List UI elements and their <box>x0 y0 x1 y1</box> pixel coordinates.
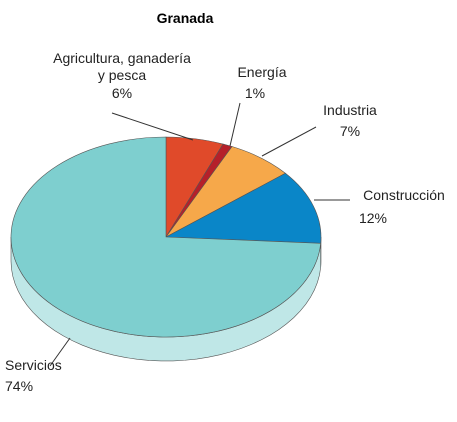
slice-label: Agricultura, ganadería y pesca <box>53 50 191 83</box>
chart-title: Granada <box>156 10 214 26</box>
slice-label: Servicios <box>5 357 62 373</box>
slice-value-label: 6% <box>111 85 133 101</box>
slice-value-label: 12% <box>358 210 388 226</box>
slice-label: Industria <box>323 102 377 118</box>
slice <box>10 136 322 338</box>
leader-line <box>49 337 71 367</box>
slice <box>164 172 322 244</box>
slice-value-label: 7% <box>339 123 361 139</box>
leader-line <box>261 126 317 157</box>
leader-line <box>229 102 241 147</box>
leader-line <box>111 112 194 141</box>
slice-label: Energía <box>237 64 287 80</box>
slice-value-label: 74% <box>5 378 34 394</box>
slice-value-label: 1% <box>244 85 266 101</box>
slice-label: Construcción <box>363 187 445 203</box>
